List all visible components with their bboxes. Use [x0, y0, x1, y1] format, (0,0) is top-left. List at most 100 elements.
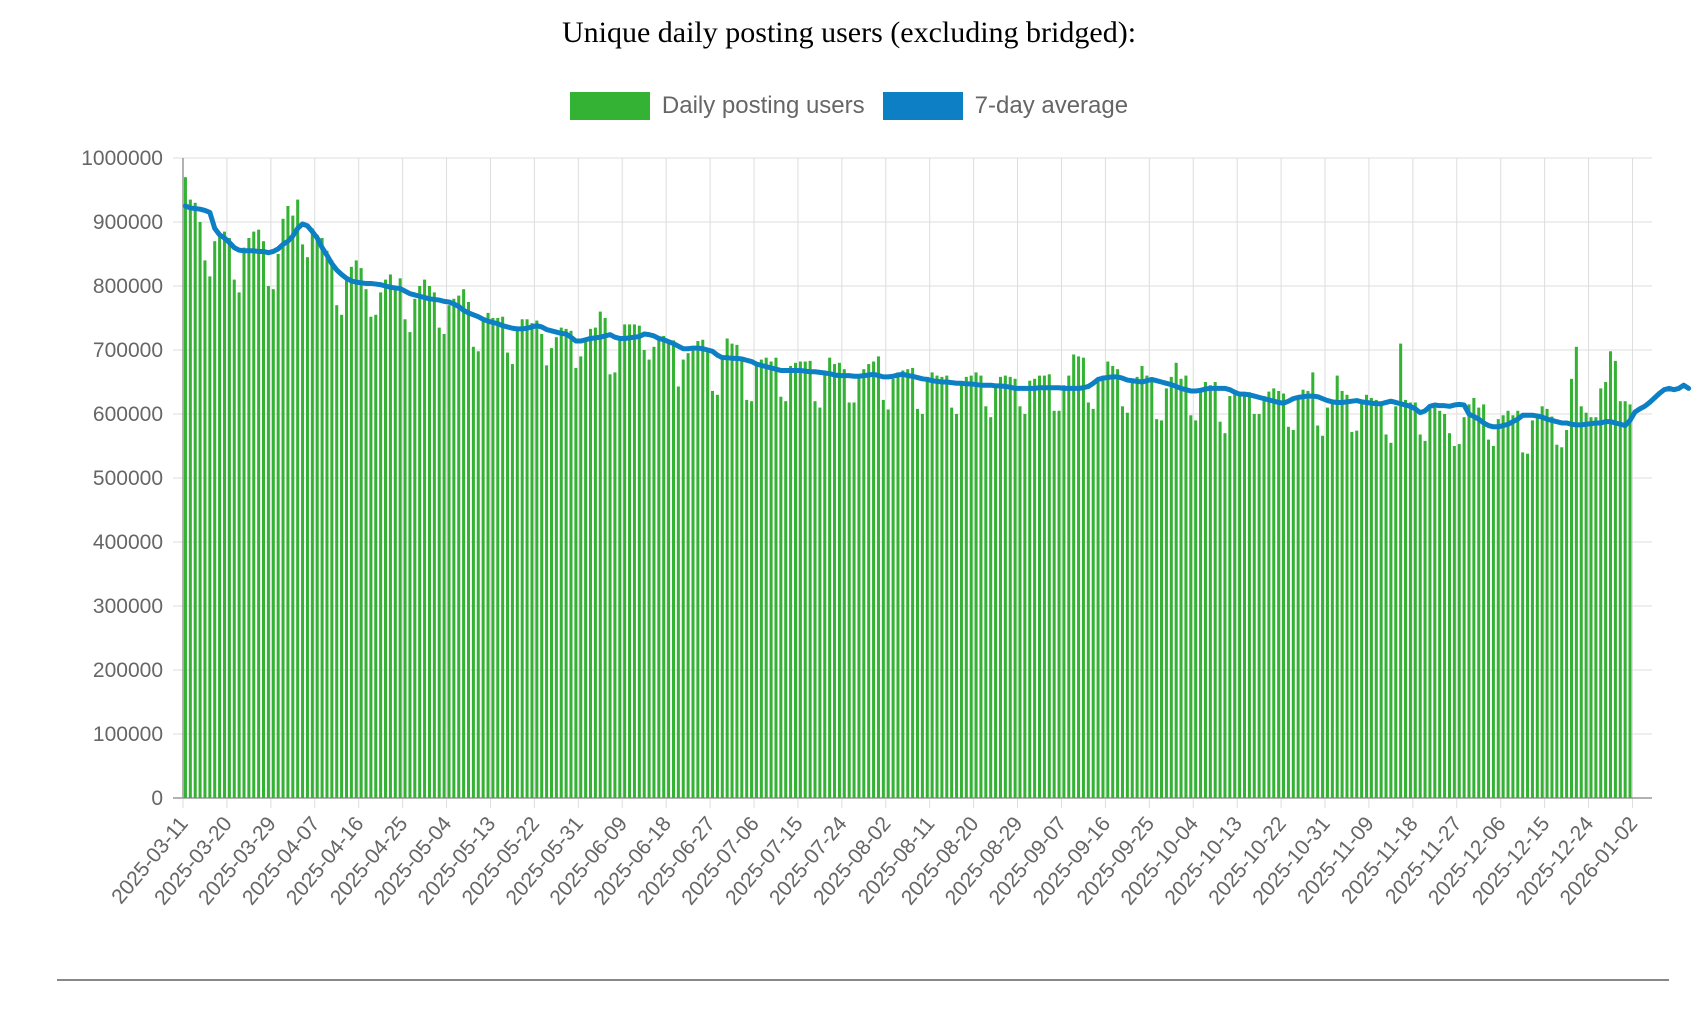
bar — [340, 314, 344, 798]
bar — [969, 375, 973, 798]
bar — [867, 364, 871, 798]
bar — [1604, 382, 1608, 798]
bar — [1101, 375, 1105, 798]
bar — [1506, 410, 1510, 798]
bar — [901, 370, 905, 798]
bar — [740, 357, 744, 798]
bar — [1594, 417, 1598, 798]
bar — [706, 351, 710, 798]
bar — [1496, 419, 1500, 798]
y-tick-label: 100000 — [93, 723, 163, 746]
bar — [686, 353, 690, 798]
bar — [271, 289, 275, 798]
bar — [1516, 410, 1520, 798]
bar — [359, 268, 363, 799]
bar — [1047, 374, 1051, 798]
bar — [198, 222, 202, 798]
bar — [628, 324, 632, 798]
bar — [1081, 357, 1085, 798]
bar — [1613, 360, 1617, 798]
bar — [1535, 415, 1539, 798]
bar — [833, 364, 837, 798]
bar — [1462, 417, 1466, 798]
bar — [1569, 378, 1573, 798]
bar — [1452, 446, 1456, 798]
bar — [193, 202, 197, 799]
bar — [1325, 407, 1329, 798]
bar — [1491, 446, 1495, 798]
bar — [301, 244, 305, 798]
bar — [1238, 393, 1242, 798]
bar — [569, 330, 573, 798]
y-tick-label: 200000 — [93, 659, 163, 682]
bar — [506, 352, 510, 798]
bar — [998, 376, 1002, 798]
bar — [1091, 408, 1095, 798]
bar — [1501, 415, 1505, 798]
bar — [1628, 404, 1632, 798]
bar — [1189, 415, 1193, 798]
bar — [1155, 419, 1159, 798]
bar — [1037, 375, 1042, 798]
bar — [535, 320, 539, 798]
bar — [525, 319, 529, 798]
bar — [276, 254, 280, 798]
bar — [1184, 375, 1188, 798]
bar — [974, 372, 978, 798]
bar — [1609, 351, 1613, 798]
bar — [296, 199, 300, 799]
bar — [1033, 378, 1037, 798]
bar — [1311, 372, 1315, 798]
bar — [769, 361, 773, 798]
bar — [1150, 380, 1154, 798]
bar — [1111, 366, 1115, 798]
bar — [647, 359, 651, 798]
legend-item-daily[interactable]: Daily posting users — [569, 92, 865, 120]
bar — [906, 369, 910, 798]
bar — [1306, 390, 1310, 798]
bar — [554, 337, 558, 798]
bar — [1120, 406, 1124, 798]
bar — [325, 250, 329, 799]
bar — [1242, 393, 1246, 798]
bar — [745, 399, 749, 798]
bar — [1301, 389, 1305, 798]
bar — [252, 231, 256, 799]
bar — [842, 369, 846, 798]
bar — [510, 364, 514, 798]
bar — [1003, 375, 1007, 798]
bar — [310, 228, 314, 798]
bar — [1530, 420, 1534, 798]
bar — [1052, 410, 1056, 798]
bar — [398, 278, 402, 798]
bar — [447, 305, 451, 798]
bar — [1618, 401, 1622, 798]
bar — [711, 390, 715, 798]
bar — [188, 199, 192, 799]
bar — [457, 295, 461, 798]
bar — [691, 346, 695, 798]
bar — [1521, 452, 1525, 798]
bar — [1018, 406, 1022, 798]
legend-item-average[interactable]: 7-day average — [882, 92, 1128, 120]
bar — [803, 361, 807, 798]
bar — [823, 370, 827, 798]
bar — [1286, 426, 1290, 798]
bar — [598, 311, 602, 798]
bar — [1213, 382, 1217, 798]
bar — [964, 376, 968, 798]
bar — [379, 292, 383, 798]
bar — [452, 298, 456, 798]
bar — [911, 367, 915, 798]
bar — [1174, 362, 1178, 798]
bar — [579, 356, 583, 798]
bar — [1350, 431, 1354, 798]
y-tick-label: 500000 — [93, 467, 163, 490]
bar — [608, 374, 612, 798]
bar — [1477, 407, 1481, 798]
legend-label-daily: Daily posting users — [661, 92, 865, 119]
bar — [1438, 410, 1442, 798]
bar — [1374, 399, 1378, 798]
bar — [320, 238, 324, 798]
